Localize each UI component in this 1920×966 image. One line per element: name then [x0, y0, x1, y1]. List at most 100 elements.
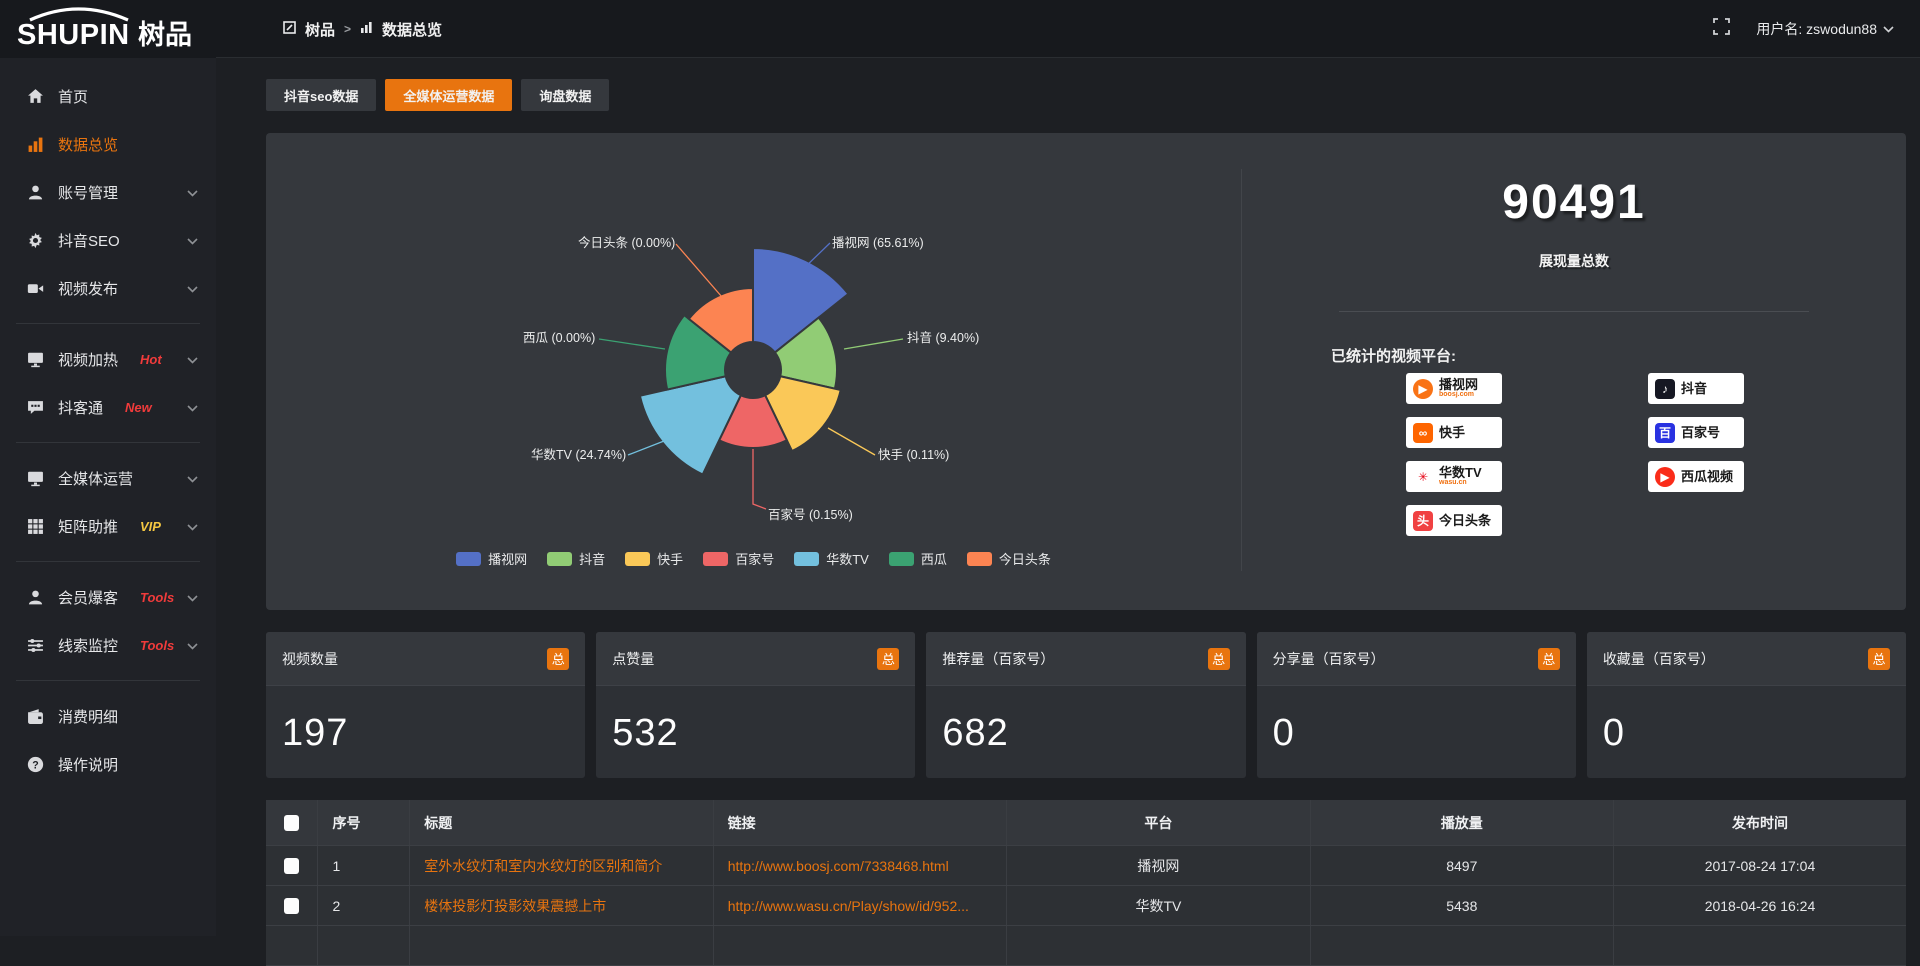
legend-label: 西瓜: [920, 552, 947, 567]
pie-slice-播视网[interactable]: [752, 246, 850, 354]
select-all-checkbox[interactable]: [284, 814, 300, 831]
platform-sub: wasu.cn: [1439, 479, 1467, 486]
sidebar-item-person[interactable]: 会员爆客 Tools: [0, 573, 216, 621]
sidebar-item-chat[interactable]: 抖客通 New: [0, 383, 216, 431]
panel-divider: [1241, 169, 1242, 571]
legend-item-今日头条[interactable]: 今日头条: [966, 549, 1051, 568]
sidebar-item-gear[interactable]: 抖音SEO: [0, 216, 216, 264]
stat-card-label: 推荐量（百家号）: [942, 650, 1055, 667]
column-header-1: 标题: [410, 800, 714, 845]
column-header-5: 发布时间: [1731, 814, 1788, 831]
platform-name: 播视网 boosj.com: [1439, 377, 1479, 398]
data-tabs: 抖音seo数据 全媒体运营数据 询盘数据: [266, 79, 610, 111]
sidebar-item-label: 首页: [58, 88, 89, 106]
baijiahao-logo-icon: 百: [1655, 422, 1675, 443]
username-label: 用户名: zswodun88: [1756, 21, 1877, 37]
total-impressions-value: 90491: [1502, 176, 1646, 229]
chat-icon: [26, 398, 44, 416]
stat-card-1: 点赞量 总 532: [596, 632, 916, 778]
breadcrumb-chart-icon: [360, 21, 373, 38]
legend-item-西瓜[interactable]: 西瓜: [888, 549, 947, 568]
stat-card-header: 收藏量（百家号） 总: [1586, 632, 1907, 686]
total-badge: 总: [1207, 647, 1230, 670]
sidebar-item-label: 抖音SEO: [58, 232, 120, 250]
pie-slice-西瓜[interactable]: [664, 313, 733, 391]
main-content: 抖音seo数据 全媒体运营数据 询盘数据 播视网 (65.61%) 抖音 (9.40%…: [216, 58, 1920, 966]
legend-item-播视网[interactable]: 播视网: [456, 549, 527, 568]
sidebar-divider: [16, 680, 200, 681]
legend-swatch: [547, 551, 573, 566]
cell-seq: 2: [318, 886, 411, 925]
sidebar-item-user[interactable]: 账号管理: [0, 168, 216, 216]
legend-item-抖音[interactable]: 抖音: [547, 549, 605, 568]
chevron-down-icon: [187, 470, 198, 487]
sidebar-item-screen[interactable]: 全媒体运营: [0, 454, 216, 502]
breadcrumb-current[interactable]: 数据总览: [382, 21, 443, 39]
cell-platform: 华数TV: [1007, 886, 1311, 925]
pie-label-line: [627, 440, 665, 456]
platform-name: 快手: [1439, 424, 1466, 440]
column-header-0: 序号: [318, 800, 411, 845]
stat-card-header: 分享量（百家号） 总: [1256, 632, 1576, 686]
stat-card-header: 推荐量（百家号） 总: [926, 632, 1246, 686]
chevron-down-icon: [187, 184, 198, 201]
legend-label: 抖音: [579, 552, 606, 567]
chevron-down-icon: [187, 399, 198, 416]
home-icon: [26, 87, 44, 105]
video-url-link[interactable]: http://www.wasu.cn/Play/show/id/952...: [727, 897, 969, 914]
pie-slice-华数TV[interactable]: [638, 375, 743, 476]
platform-badge-kuaishou: ∞ 快手: [1406, 417, 1502, 448]
sidebar-item-video[interactable]: 视频发布: [0, 264, 216, 312]
breadcrumb-root[interactable]: 树品: [305, 21, 336, 39]
tab-0[interactable]: 抖音seo数据: [266, 79, 377, 111]
legend-item-快手[interactable]: 快手: [625, 549, 683, 568]
total-badge: 总: [547, 647, 570, 670]
legend-item-百家号[interactable]: 百家号: [703, 549, 774, 568]
rose-pie-chart[interactable]: [266, 133, 1241, 610]
sidebar-item-label: 操作说明: [58, 756, 119, 774]
column-header-4: 播放量: [1311, 800, 1615, 845]
sidebar-item-home[interactable]: 首页: [0, 72, 216, 120]
stat-card-2: 推荐量（百家号） 总 682: [926, 632, 1246, 778]
pie-label-line: [675, 243, 723, 298]
row-checkbox[interactable]: [284, 897, 300, 914]
chevron-down-icon: [187, 518, 198, 535]
topbar-right: 用户名: zswodun88: [1713, 0, 1894, 58]
cell-time: 2018-04-26 16:24: [1704, 897, 1816, 914]
sidebar-item-wallet[interactable]: 消费明细: [0, 692, 216, 740]
tab-1[interactable]: 全媒体运营数据: [385, 79, 513, 111]
pie-slice-今日头条[interactable]: [687, 286, 754, 354]
sidebar-item-help[interactable]: ? 操作说明: [0, 740, 216, 788]
cell-platform: 播视网: [1007, 846, 1311, 885]
sidebar-item-chart[interactable]: 数据总览: [0, 120, 216, 168]
sidebar-item-grid[interactable]: 矩阵助推 VIP: [0, 502, 216, 550]
row-checkbox[interactable]: [284, 857, 300, 874]
tab-2[interactable]: 询盘数据: [521, 79, 610, 111]
platform-badge-wasu: ✳ 华数TV wasu.cn: [1406, 461, 1502, 492]
fullscreen-icon[interactable]: [1713, 18, 1731, 40]
legend-swatch: [966, 551, 992, 566]
video-title-link[interactable]: 室外水纹灯和室内水纹灯的区别和简介: [424, 857, 663, 874]
sidebar-item-tag: VIP: [140, 518, 161, 534]
gear-icon: [26, 231, 44, 249]
stat-card-label: 收藏量（百家号）: [1602, 650, 1715, 667]
video-title-link[interactable]: 楼体投影灯投影效果震撼上市: [424, 897, 607, 914]
summary-divider: [1339, 311, 1809, 312]
table-row-partial: [266, 926, 1906, 966]
sidebar-item-label: 消费明细: [58, 708, 119, 726]
user-menu[interactable]: 用户名: zswodun88: [1756, 19, 1894, 39]
legend-item-华数TV[interactable]: 华数TV: [794, 549, 869, 568]
sidebar-item-label: 抖客通: [58, 399, 104, 417]
summary-area: 90491 展现量总数 已统计的视频平台: ▶ 播视网 boosj.com ∞ 快手 ✳ 华…: [1242, 133, 1906, 610]
cell-plays: 8497: [1311, 846, 1615, 885]
chart-legend: 播视网 抖音 快手 百家号 华数TV 西瓜 今日头条: [266, 549, 1241, 568]
sidebar-item-sliders[interactable]: 线索监控 Tools: [0, 621, 216, 669]
user-icon: [26, 183, 44, 201]
stat-card-value: 0: [1602, 712, 1625, 754]
person-icon: [26, 588, 44, 606]
pie-label-抖音: 抖音 (9.40%): [907, 331, 980, 345]
sidebar-item-heat[interactable]: 视频加热 Hot: [0, 335, 216, 383]
sidebar: 首页数据总览 账号管理抖音SEO 视频发布视频加热 Hot 抖客通 New 全媒体运营 矩阵助…: [0, 58, 216, 936]
douyin-logo-icon: ♪: [1655, 378, 1675, 399]
video-url-link[interactable]: http://www.boosj.com/7338468.html: [727, 857, 949, 874]
